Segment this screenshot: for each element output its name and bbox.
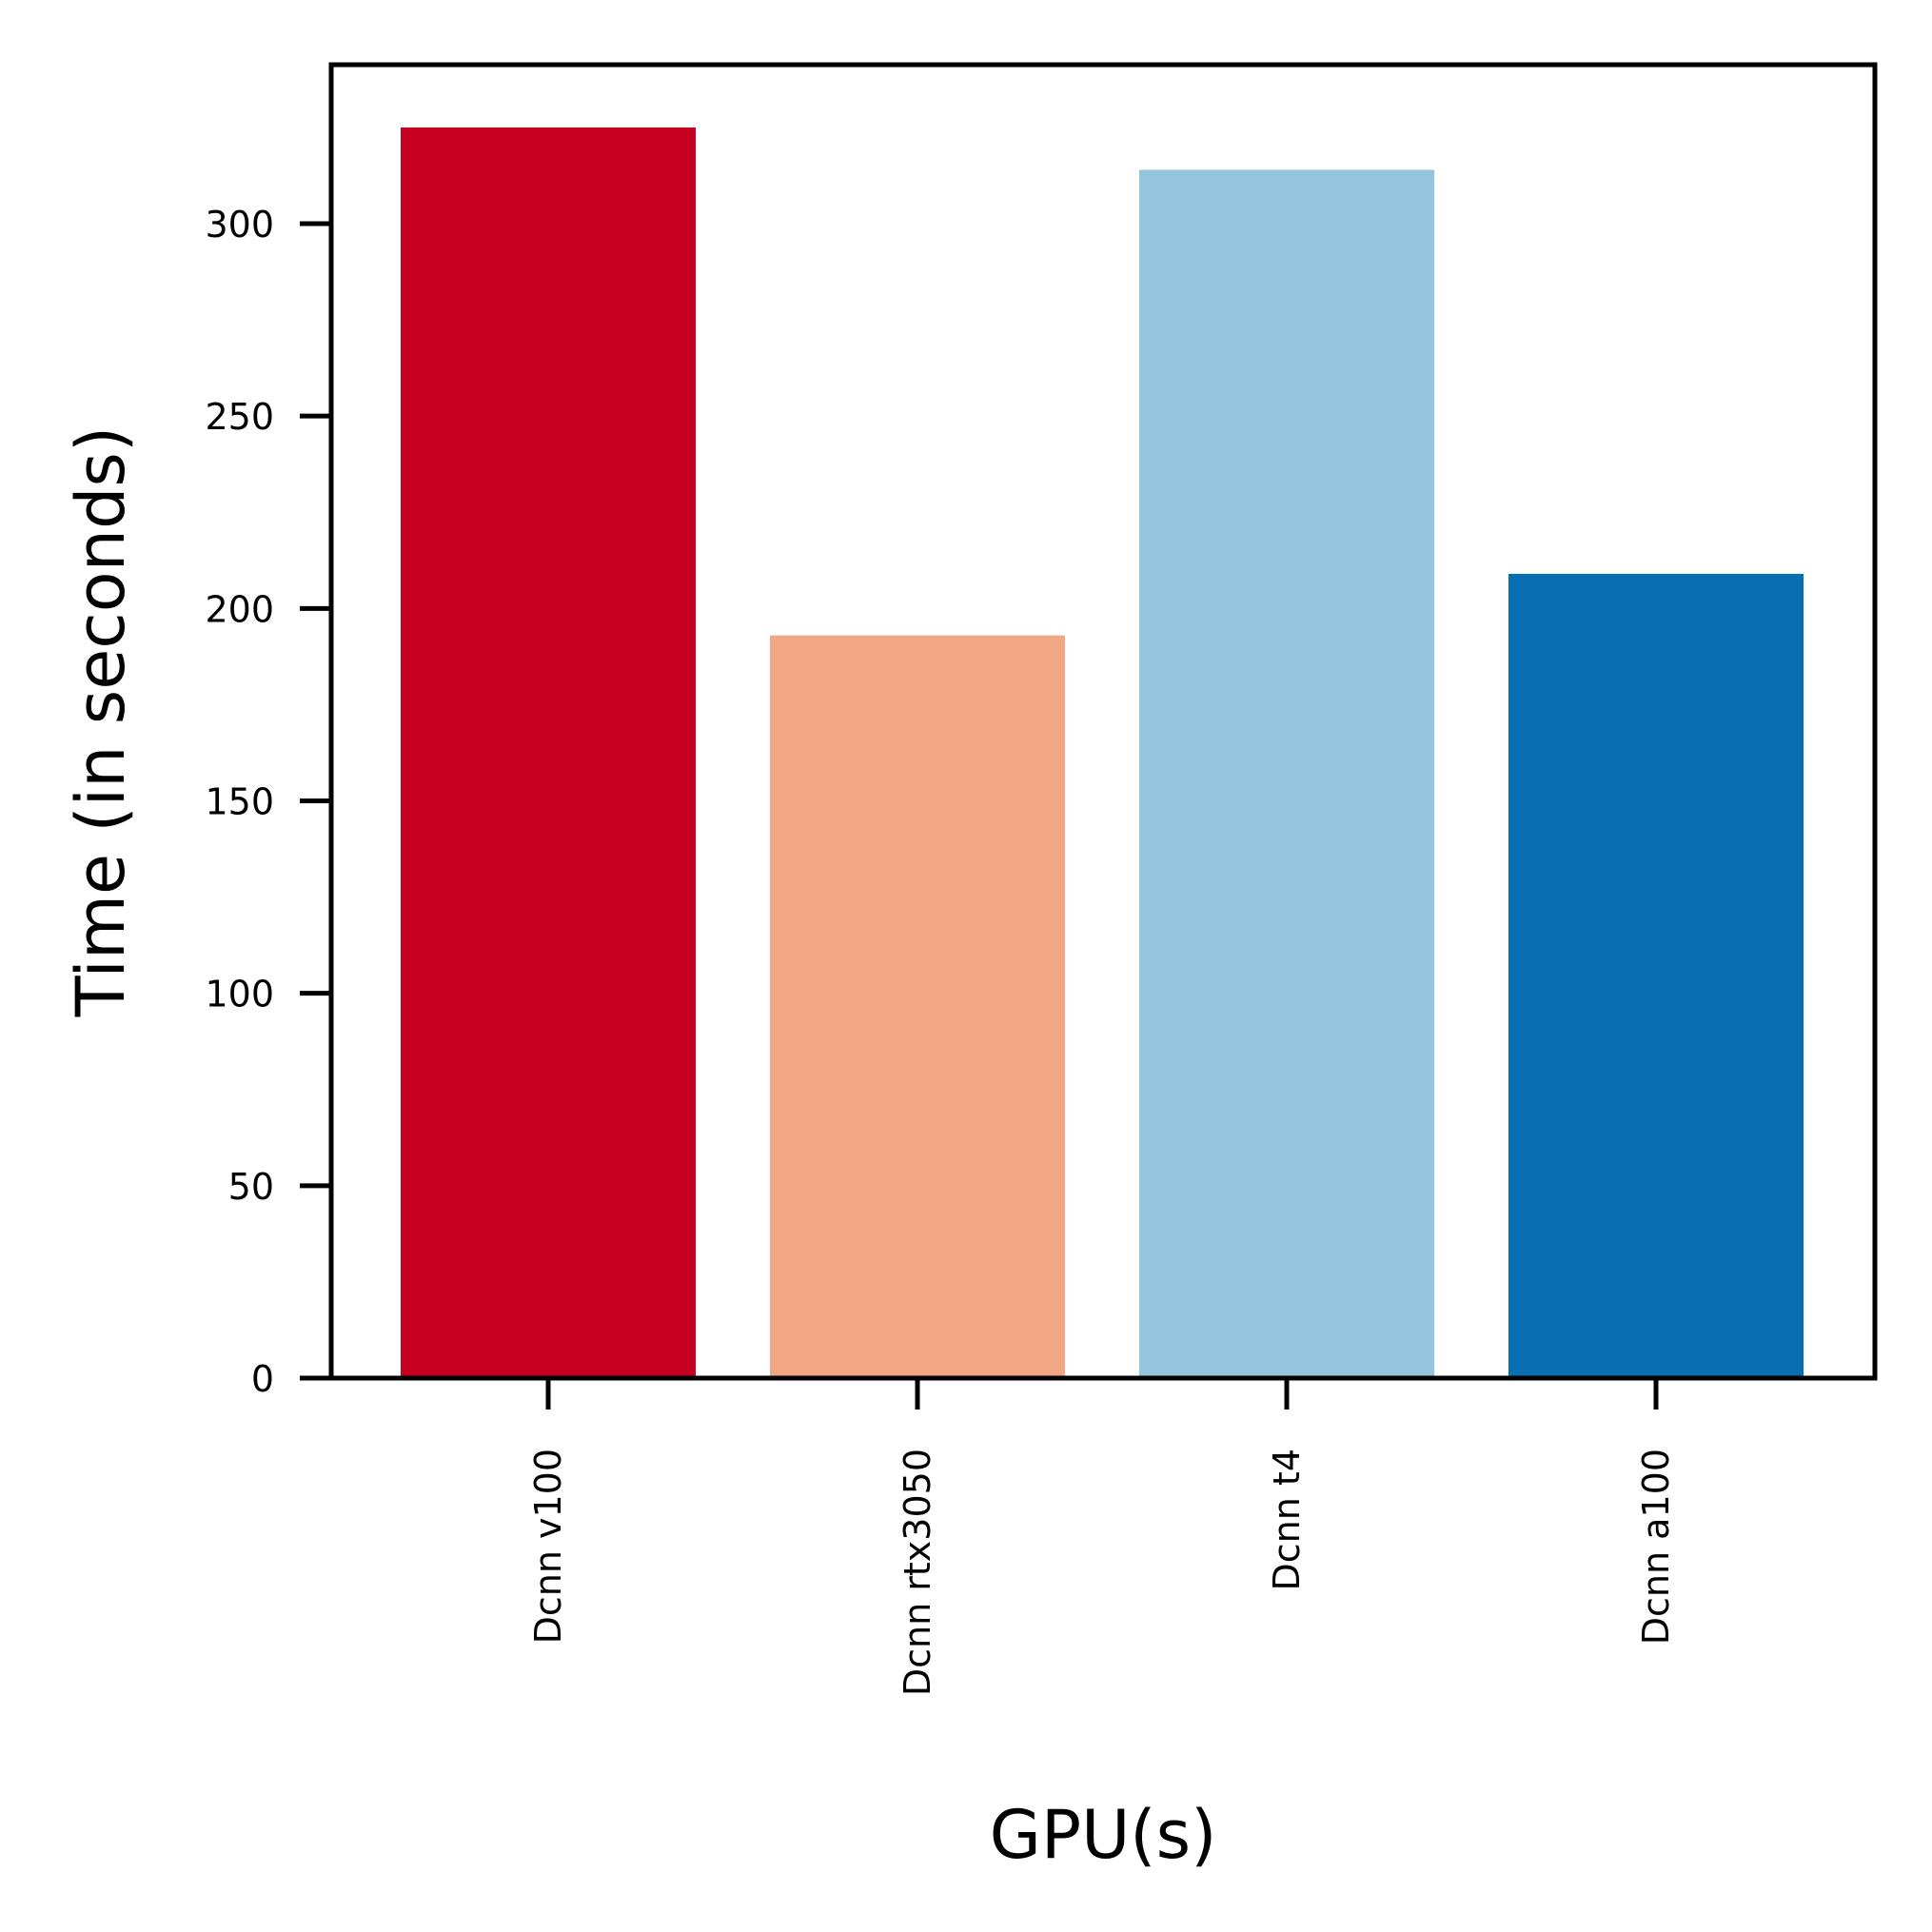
bars-group <box>401 127 1804 1379</box>
y-axis-ticks: 0 50 100 150 200 250 300 <box>205 204 331 1400</box>
x-tick-label: Dcnn a100 <box>1635 1449 1677 1645</box>
x-tick-label: Dcnn rtx3050 <box>897 1449 938 1696</box>
bar-dcnn-t4 <box>1139 169 1434 1379</box>
x-axis-ticks: Dcnn v100 Dcnn rtx3050 Dcnn t4 Dcnn a100 <box>527 1378 1677 1696</box>
y-tick-label: 100 <box>205 974 274 1015</box>
y-tick-label: 250 <box>205 396 274 438</box>
y-tick-label: 150 <box>205 780 274 822</box>
y-tick-label: 0 <box>251 1358 274 1400</box>
x-tick-label: Dcnn v100 <box>527 1449 569 1644</box>
y-axis-label: Time (in seconds) <box>62 426 140 1017</box>
y-tick-label: 200 <box>205 588 274 630</box>
bar-dcnn-v100 <box>401 127 696 1378</box>
plot-frame <box>328 62 1878 1381</box>
bar-dcnn-rtx3050 <box>770 635 1065 1378</box>
x-axis-label: GPU(s) <box>990 1796 1217 1874</box>
y-tick-label: 50 <box>228 1166 274 1208</box>
bar-dcnn-a100 <box>1508 573 1804 1378</box>
x-tick-label: Dcnn t4 <box>1266 1449 1308 1590</box>
y-tick-label: 300 <box>205 204 274 246</box>
